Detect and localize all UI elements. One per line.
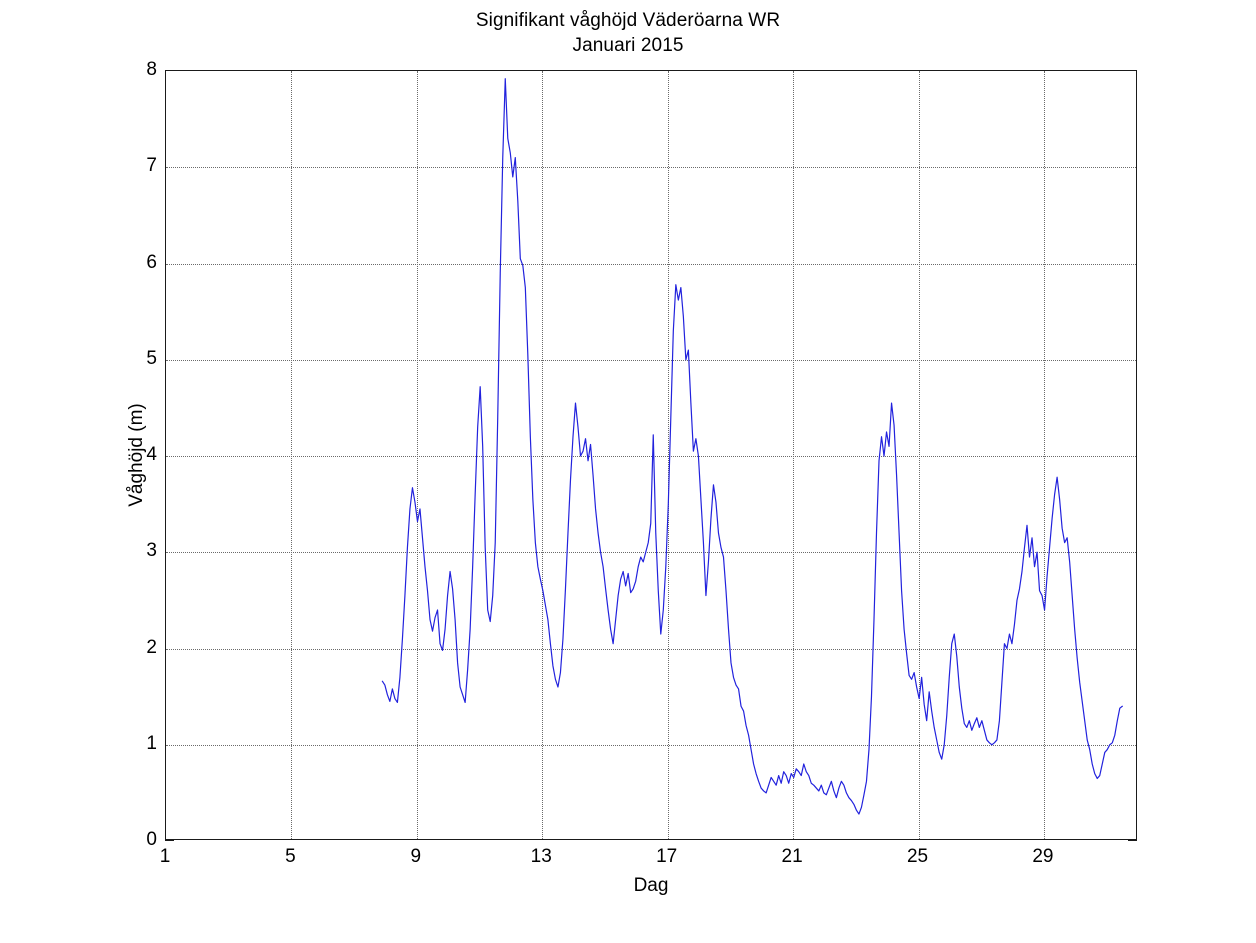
- title-line-2: Januari 2015: [572, 35, 684, 57]
- wave-height-line: [381, 78, 1123, 815]
- y-axis-tick-label: 1: [146, 732, 157, 754]
- y-axis-tick: [165, 840, 174, 841]
- title-line-1: Signifikant våghöjd Väderöarna WR: [475, 10, 781, 31]
- x-axis-label: Dag: [633, 875, 669, 896]
- x-axis-tick-label: 5: [285, 846, 296, 867]
- plot-inner: [166, 71, 1136, 839]
- y-axis-tick-label: 3: [146, 540, 157, 562]
- y-axis-tick-label: 5: [146, 347, 157, 369]
- plot-area: [165, 70, 1137, 840]
- y-axis-tick-label: 7: [146, 155, 157, 177]
- y-axis-tick-label: 0: [146, 829, 157, 850]
- y-axis-tick: [1128, 840, 1137, 841]
- y-axis-tick-label: 2: [146, 636, 157, 658]
- chart-title: Signifikant våghöjd Väderöarna WR Januar…: [0, 8, 1256, 59]
- x-axis-tick-label: 9: [410, 846, 422, 867]
- x-axis-tick-label: 13: [530, 846, 552, 867]
- x-axis-tick-label: 25: [906, 846, 929, 867]
- y-axis-tick-label: 6: [146, 251, 157, 273]
- y-axis-tick-label: 8: [146, 59, 157, 80]
- x-axis-tick-label: 1: [159, 846, 171, 867]
- x-axis-tick-label: 21: [781, 846, 803, 867]
- x-axis-tick-label: 17: [656, 846, 678, 867]
- x-axis-tick-label: 29: [1032, 846, 1054, 867]
- data-series-layer: [381, 78, 1123, 815]
- y-axis-tick-label: 4: [146, 444, 157, 465]
